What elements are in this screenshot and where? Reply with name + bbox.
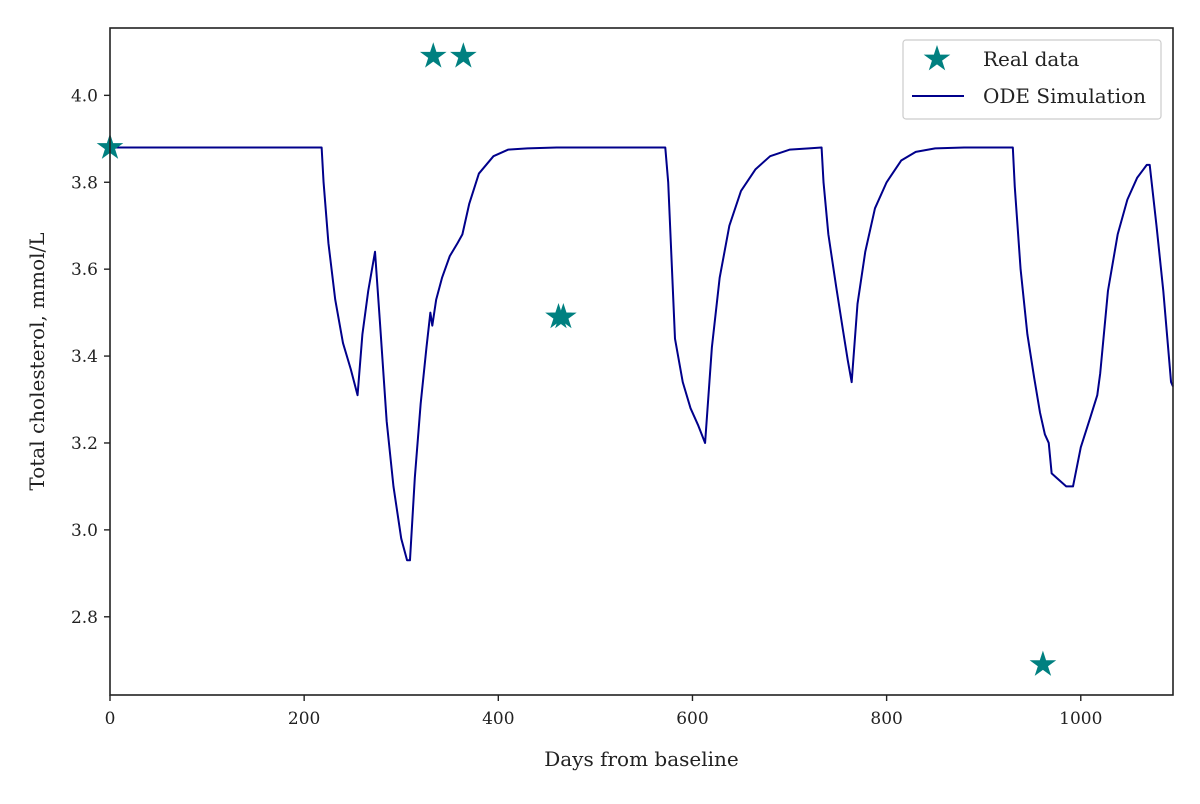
x-tick-label: 1000: [1059, 709, 1102, 729]
legend-ode-simulation-label: ODE Simulation: [983, 84, 1146, 108]
ticks-layer: 0 200 400 600 800 1000 2.8 3.0 3.2 3.4 3.6 3.8 4.0: [71, 86, 1102, 729]
x-tick-label: 400: [482, 709, 514, 729]
y-tick-label: 3.2: [71, 434, 98, 454]
y-tick-label: 3.8: [71, 173, 98, 193]
legend-real-data-label: Real data: [983, 47, 1079, 71]
marks-layer: [96, 42, 1174, 676]
real-data-point: [419, 42, 447, 68]
x-tick-label: 0: [105, 709, 116, 729]
y-tick-label: 3.6: [71, 260, 98, 280]
y-tick-label: 2.8: [71, 608, 98, 628]
x-tick-label: 200: [288, 709, 320, 729]
legend-real-data-marker: [923, 45, 951, 71]
y-axis-label: Total cholesterol, mmol/L: [25, 232, 49, 490]
legend: Real data ODE Simulation: [902, 39, 1162, 120]
real-data-point: [450, 42, 477, 68]
y-tick-label: 3.4: [71, 347, 98, 367]
y-tick-label: 3.0: [71, 521, 98, 541]
x-tick-label: 600: [676, 709, 708, 729]
y-tick-label: 4.0: [71, 86, 98, 106]
real-data-point: [1029, 650, 1057, 676]
x-tick-label: 800: [870, 709, 902, 729]
x-axis-label: Days from baseline: [544, 747, 739, 771]
legend-star-icon: [923, 45, 951, 71]
ode-simulation-line: [110, 146, 1174, 562]
legend-box: [902, 39, 1162, 120]
real-data-point: [550, 302, 577, 329]
plot-frame: [109, 27, 1174, 696]
